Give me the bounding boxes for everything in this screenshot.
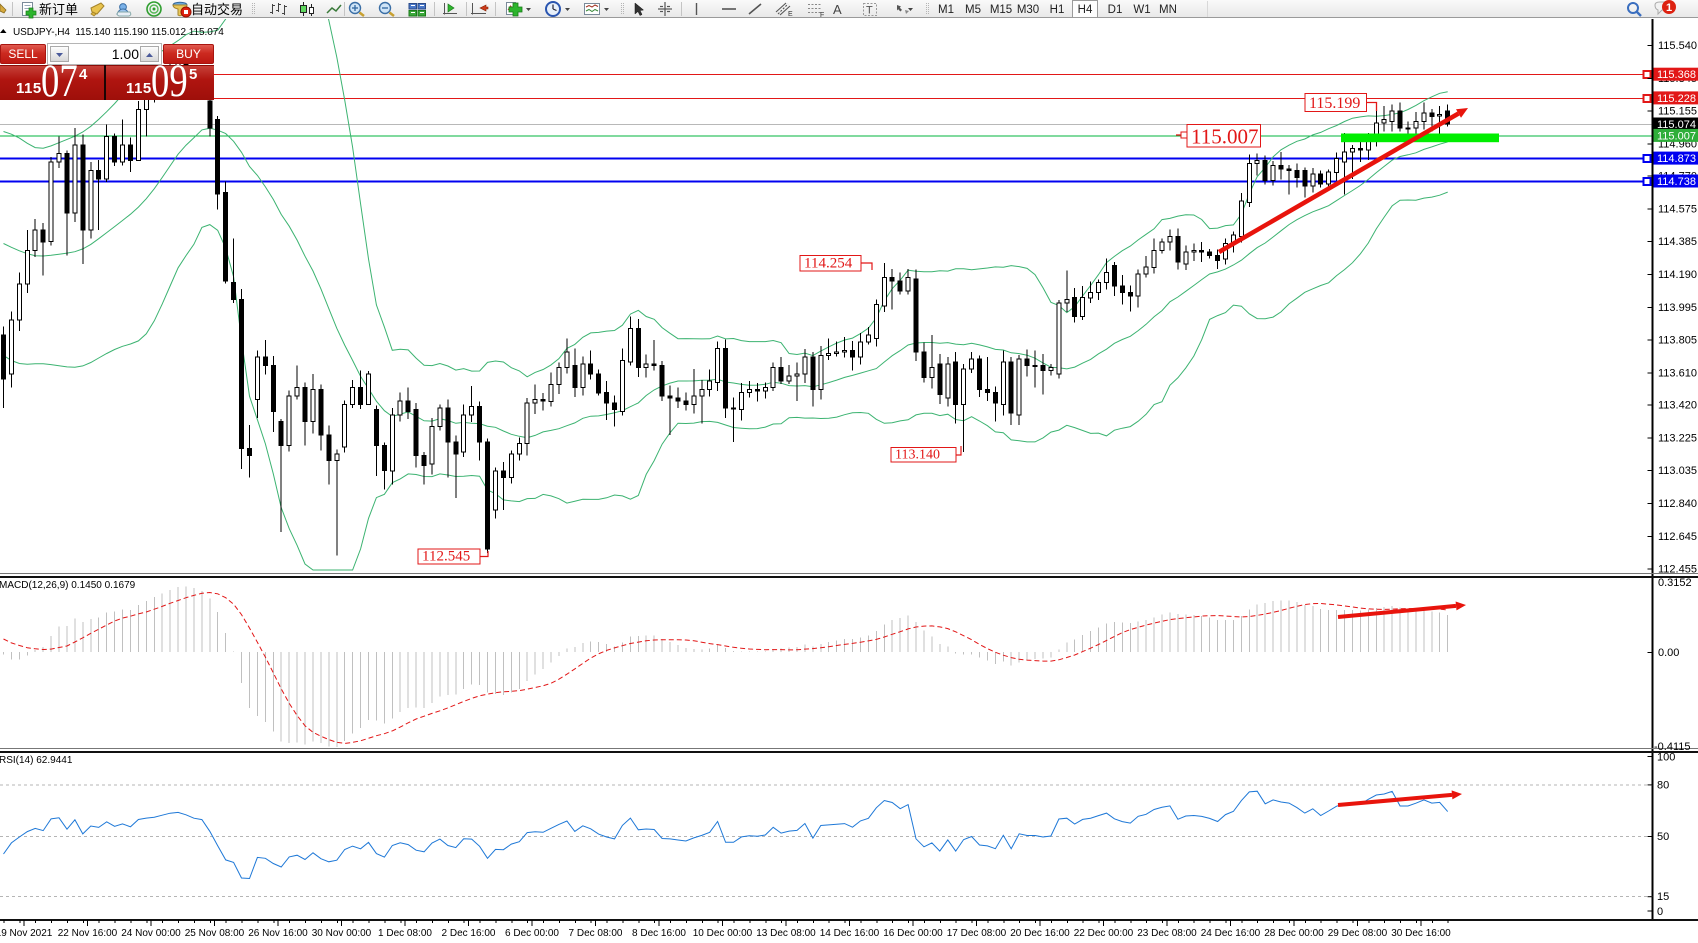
svg-text:E: E — [788, 11, 793, 18]
svg-text:19 Nov 2021: 19 Nov 2021 — [0, 928, 53, 939]
svg-text:28 Dec 00:00: 28 Dec 00:00 — [1264, 928, 1324, 939]
svg-text:M15: M15 — [990, 4, 1012, 16]
svg-text:100: 100 — [1657, 752, 1675, 764]
svg-text:H4: H4 — [1078, 4, 1093, 16]
svg-text:H1: H1 — [1050, 4, 1065, 16]
svg-text:22 Dec 00:00: 22 Dec 00:00 — [1074, 928, 1134, 939]
svg-text:MACD(12,26,9) 0.1450 0.1679: MACD(12,26,9) 0.1450 0.1679 — [0, 580, 136, 591]
svg-text:7 Dec 08:00: 7 Dec 08:00 — [569, 928, 623, 939]
svg-text:MN: MN — [1159, 4, 1177, 16]
svg-text:自动交易: 自动交易 — [191, 2, 243, 17]
svg-text:新订单: 新订单 — [39, 2, 78, 17]
svg-text:114.254: 114.254 — [804, 256, 853, 272]
svg-text:2 Dec 16:00: 2 Dec 16:00 — [442, 928, 496, 939]
svg-text:25 Nov 08:00: 25 Nov 08:00 — [185, 928, 245, 939]
svg-text:6 Dec 00:00: 6 Dec 00:00 — [505, 928, 559, 939]
svg-text:23 Dec 08:00: 23 Dec 08:00 — [1137, 928, 1197, 939]
svg-text:113.420: 113.420 — [1658, 400, 1697, 412]
svg-text:115.007: 115.007 — [1191, 125, 1258, 149]
svg-text:115.540: 115.540 — [1658, 40, 1697, 52]
svg-text:0.00: 0.00 — [1658, 647, 1679, 659]
svg-text:29 Dec 08:00: 29 Dec 08:00 — [1328, 928, 1388, 939]
svg-text:22 Nov 16:00: 22 Nov 16:00 — [58, 928, 118, 939]
svg-text:F: F — [820, 12, 824, 19]
svg-text:15: 15 — [1657, 891, 1669, 903]
svg-text:0: 0 — [1657, 906, 1663, 918]
svg-text:10 Dec 00:00: 10 Dec 00:00 — [693, 928, 753, 939]
svg-text:115.228: 115.228 — [1657, 93, 1696, 105]
svg-text:A: A — [833, 2, 842, 17]
svg-text:26 Nov 16:00: 26 Nov 16:00 — [248, 928, 308, 939]
svg-text:W1: W1 — [1133, 4, 1150, 16]
svg-text:114.738: 114.738 — [1657, 176, 1696, 188]
svg-text:24 Nov 00:00: 24 Nov 00:00 — [121, 928, 181, 939]
svg-text:M5: M5 — [965, 4, 981, 16]
svg-text:113.225: 113.225 — [1658, 433, 1697, 445]
svg-text:113.035: 113.035 — [1658, 465, 1697, 477]
svg-text:114.190: 114.190 — [1658, 269, 1697, 281]
svg-text:30 Nov 00:00: 30 Nov 00:00 — [312, 928, 372, 939]
svg-text:113.805: 113.805 — [1658, 334, 1697, 346]
svg-text:115.074: 115.074 — [1657, 119, 1696, 131]
svg-text:16 Dec 00:00: 16 Dec 00:00 — [883, 928, 943, 939]
svg-text:115.155: 115.155 — [1658, 105, 1697, 117]
svg-text:115.368: 115.368 — [1657, 69, 1696, 81]
svg-text:112.645: 112.645 — [1658, 531, 1697, 543]
svg-text:112.455: 112.455 — [1658, 563, 1697, 575]
svg-text:1: 1 — [1666, 2, 1672, 14]
svg-text:113.610: 113.610 — [1658, 367, 1697, 379]
svg-text:13 Dec 08:00: 13 Dec 08:00 — [756, 928, 816, 939]
svg-text:50: 50 — [1657, 831, 1669, 843]
svg-text:USDJPY-,H4 115.140 115.190 11: USDJPY-,H4 115.140 115.190 115.012 115.0… — [13, 27, 224, 38]
svg-text:114.385: 114.385 — [1658, 236, 1697, 248]
svg-text:T: T — [866, 5, 873, 17]
svg-text:20 Dec 16:00: 20 Dec 16:00 — [1010, 928, 1070, 939]
svg-text:115.199: 115.199 — [1309, 95, 1360, 112]
svg-text:M1: M1 — [938, 4, 954, 16]
svg-text:112.545: 112.545 — [422, 549, 470, 565]
svg-text:114.575: 114.575 — [1658, 204, 1697, 216]
svg-text:30 Dec 16:00: 30 Dec 16:00 — [1391, 928, 1451, 939]
svg-text:112.840: 112.840 — [1658, 498, 1697, 510]
svg-text:D1: D1 — [1108, 4, 1123, 16]
svg-text:80: 80 — [1657, 779, 1669, 791]
svg-text:17 Dec 08:00: 17 Dec 08:00 — [947, 928, 1007, 939]
svg-text:-0.4115: -0.4115 — [1654, 741, 1691, 753]
svg-text:113.995: 113.995 — [1658, 302, 1697, 314]
svg-text:0.3152: 0.3152 — [1658, 577, 1692, 589]
svg-text:24 Dec 16:00: 24 Dec 16:00 — [1201, 928, 1261, 939]
svg-text:RSI(14) 62.9441: RSI(14) 62.9441 — [0, 755, 73, 766]
svg-text:114.873: 114.873 — [1657, 153, 1696, 165]
svg-text:14 Dec 16:00: 14 Dec 16:00 — [820, 928, 880, 939]
svg-text:115.007: 115.007 — [1657, 130, 1696, 142]
svg-text:8 Dec 16:00: 8 Dec 16:00 — [632, 928, 686, 939]
svg-text:1 Dec 08:00: 1 Dec 08:00 — [378, 928, 432, 939]
svg-text:M30: M30 — [1017, 4, 1039, 16]
svg-text:113.140: 113.140 — [895, 448, 940, 463]
